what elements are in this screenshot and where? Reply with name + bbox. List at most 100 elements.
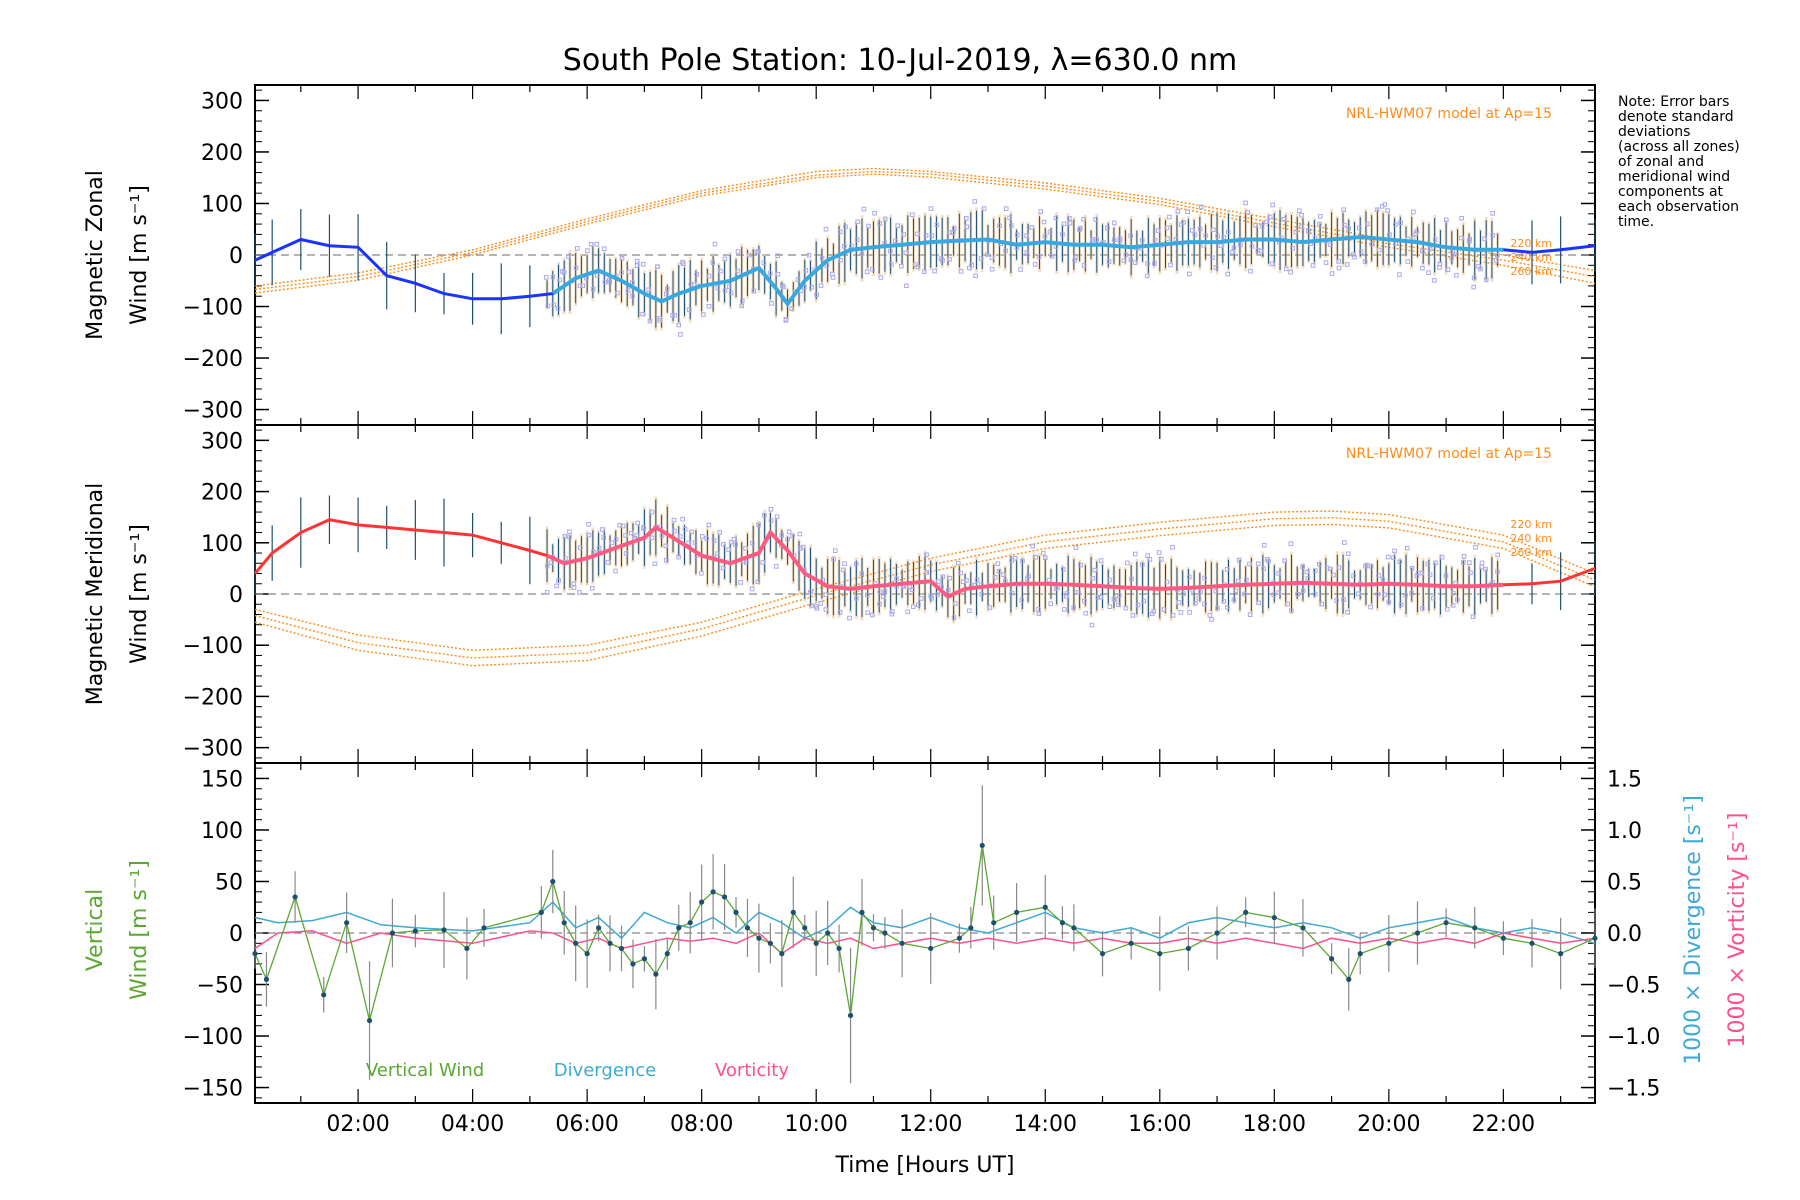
zone-point <box>751 288 757 294</box>
zone-point <box>1368 564 1374 569</box>
note-line: each observation <box>1618 199 1739 215</box>
zone-point <box>1078 562 1083 568</box>
y-tick-label: 100 <box>201 819 243 844</box>
vertical-wind-point <box>538 909 544 915</box>
zone-point <box>1218 243 1224 249</box>
vertical-wind-point <box>733 909 739 915</box>
zone-point <box>1336 265 1342 271</box>
zone-point <box>652 561 658 566</box>
zone-point <box>715 551 720 556</box>
zone-point <box>1413 231 1419 236</box>
vertical-wind-point <box>859 909 865 915</box>
chart-title: South Pole Station: 10-Jul-2019, λ=630.0… <box>563 43 1237 78</box>
zone-point <box>607 279 613 285</box>
zone-point <box>689 529 694 535</box>
zone-point <box>551 302 557 308</box>
zone-point <box>774 514 780 520</box>
zone-point <box>803 268 809 273</box>
axes-layer: −300 −200 −100 0 100 200 300 −300 −200 −100 0 100 20… <box>183 85 1660 1137</box>
zone-point <box>781 284 786 290</box>
zone-point <box>1061 221 1067 227</box>
zone-point <box>571 585 577 590</box>
y2-tick-label: 1.5 <box>1607 767 1642 792</box>
zone-point <box>1105 225 1110 231</box>
zone-point <box>1060 232 1065 237</box>
zone-point <box>830 271 835 277</box>
zone-point <box>1299 224 1304 230</box>
zone-point <box>932 268 937 274</box>
zone-point <box>823 607 829 612</box>
zone-point <box>1345 609 1350 615</box>
zone-point <box>1230 249 1235 255</box>
zone-point <box>1197 226 1203 232</box>
zone-point <box>773 564 779 569</box>
zone-point <box>1089 622 1095 628</box>
vertical-wind-point <box>641 956 648 962</box>
vertical-wind-point <box>721 894 728 900</box>
zone-point <box>1155 228 1161 233</box>
vertical-wind-point <box>1059 920 1066 926</box>
zone-point <box>934 222 940 228</box>
zone-point <box>1093 217 1098 222</box>
zone-point <box>1451 590 1456 596</box>
note-line: deviations <box>1618 124 1690 140</box>
zone-point <box>1198 204 1204 210</box>
vorticity-y2label: 1000 × Vorticity [s⁻¹] <box>1725 813 1750 1048</box>
zone-point <box>1495 552 1501 558</box>
zone-point <box>1145 553 1150 558</box>
zone-point <box>1033 554 1038 560</box>
zone-point <box>1327 566 1333 572</box>
zone-point <box>901 232 906 237</box>
zone-point <box>1467 238 1472 244</box>
zone-point <box>1253 223 1258 228</box>
zone-point <box>864 269 870 275</box>
zone-point <box>1181 591 1186 596</box>
zone-point <box>544 563 550 569</box>
vertical-wind-point <box>292 894 298 900</box>
zone-point <box>950 230 956 236</box>
zone-point <box>760 560 766 565</box>
zone-point <box>1156 550 1162 555</box>
zone-point <box>623 551 629 556</box>
zone-point <box>1310 263 1316 268</box>
zone-point <box>663 291 669 297</box>
zone-point <box>739 303 745 309</box>
zone-point <box>1024 233 1029 239</box>
zone-point <box>1202 575 1207 581</box>
zone-point <box>605 560 611 565</box>
vertical-wind-point <box>1214 930 1220 936</box>
zone-point <box>979 591 985 597</box>
zone-point <box>1030 543 1035 549</box>
zone-point <box>585 248 590 253</box>
zone-point <box>1123 605 1129 611</box>
zone-point <box>877 601 882 607</box>
vertical-wind-point <box>1472 925 1478 931</box>
zone-point <box>680 261 686 266</box>
zone-point <box>1259 224 1265 229</box>
zone-point <box>720 565 726 571</box>
zone-point <box>1164 225 1170 231</box>
zone-point <box>818 601 823 606</box>
zone-point <box>1288 269 1293 275</box>
zone-point <box>615 290 620 296</box>
zone-point <box>1221 235 1227 240</box>
zone-point <box>1336 565 1342 570</box>
zone-point <box>969 262 974 268</box>
note-line: denote standard <box>1618 109 1734 125</box>
y-tick-label: −200 <box>183 347 243 372</box>
x-tick-label: 04:00 <box>441 1112 504 1137</box>
zone-point <box>1181 219 1186 225</box>
vertical-wind-point <box>1443 920 1449 926</box>
divergence-line <box>254 901 1596 945</box>
zone-point <box>1112 597 1118 602</box>
zone-point <box>1003 248 1008 254</box>
zone-point <box>1141 598 1146 604</box>
zone-point <box>963 216 969 221</box>
zone-point <box>1111 237 1117 243</box>
zone-point <box>855 219 860 225</box>
zone-point <box>1433 560 1438 566</box>
vertical-wind-point <box>979 842 985 849</box>
zone-point <box>1001 572 1006 577</box>
zone-point <box>1391 555 1396 560</box>
vertical-wind-point <box>1014 909 1020 915</box>
